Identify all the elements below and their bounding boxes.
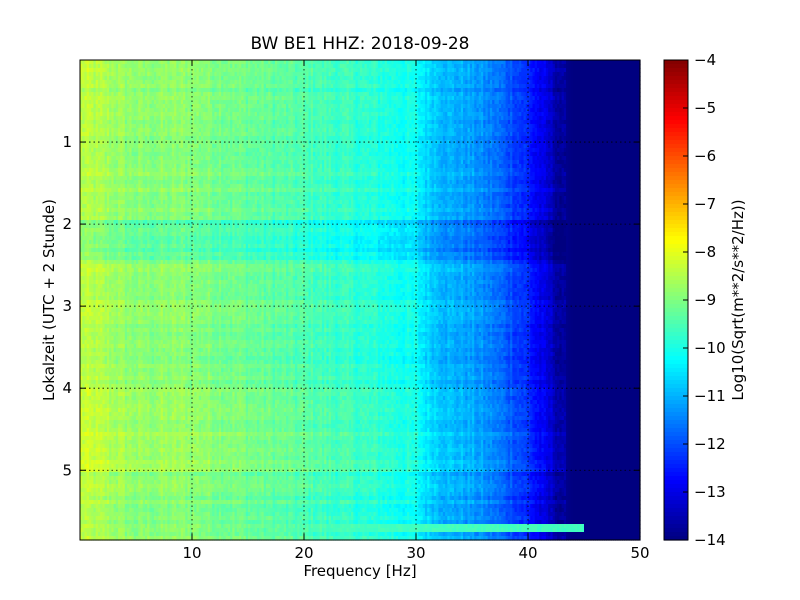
plot-area bbox=[80, 60, 641, 541]
